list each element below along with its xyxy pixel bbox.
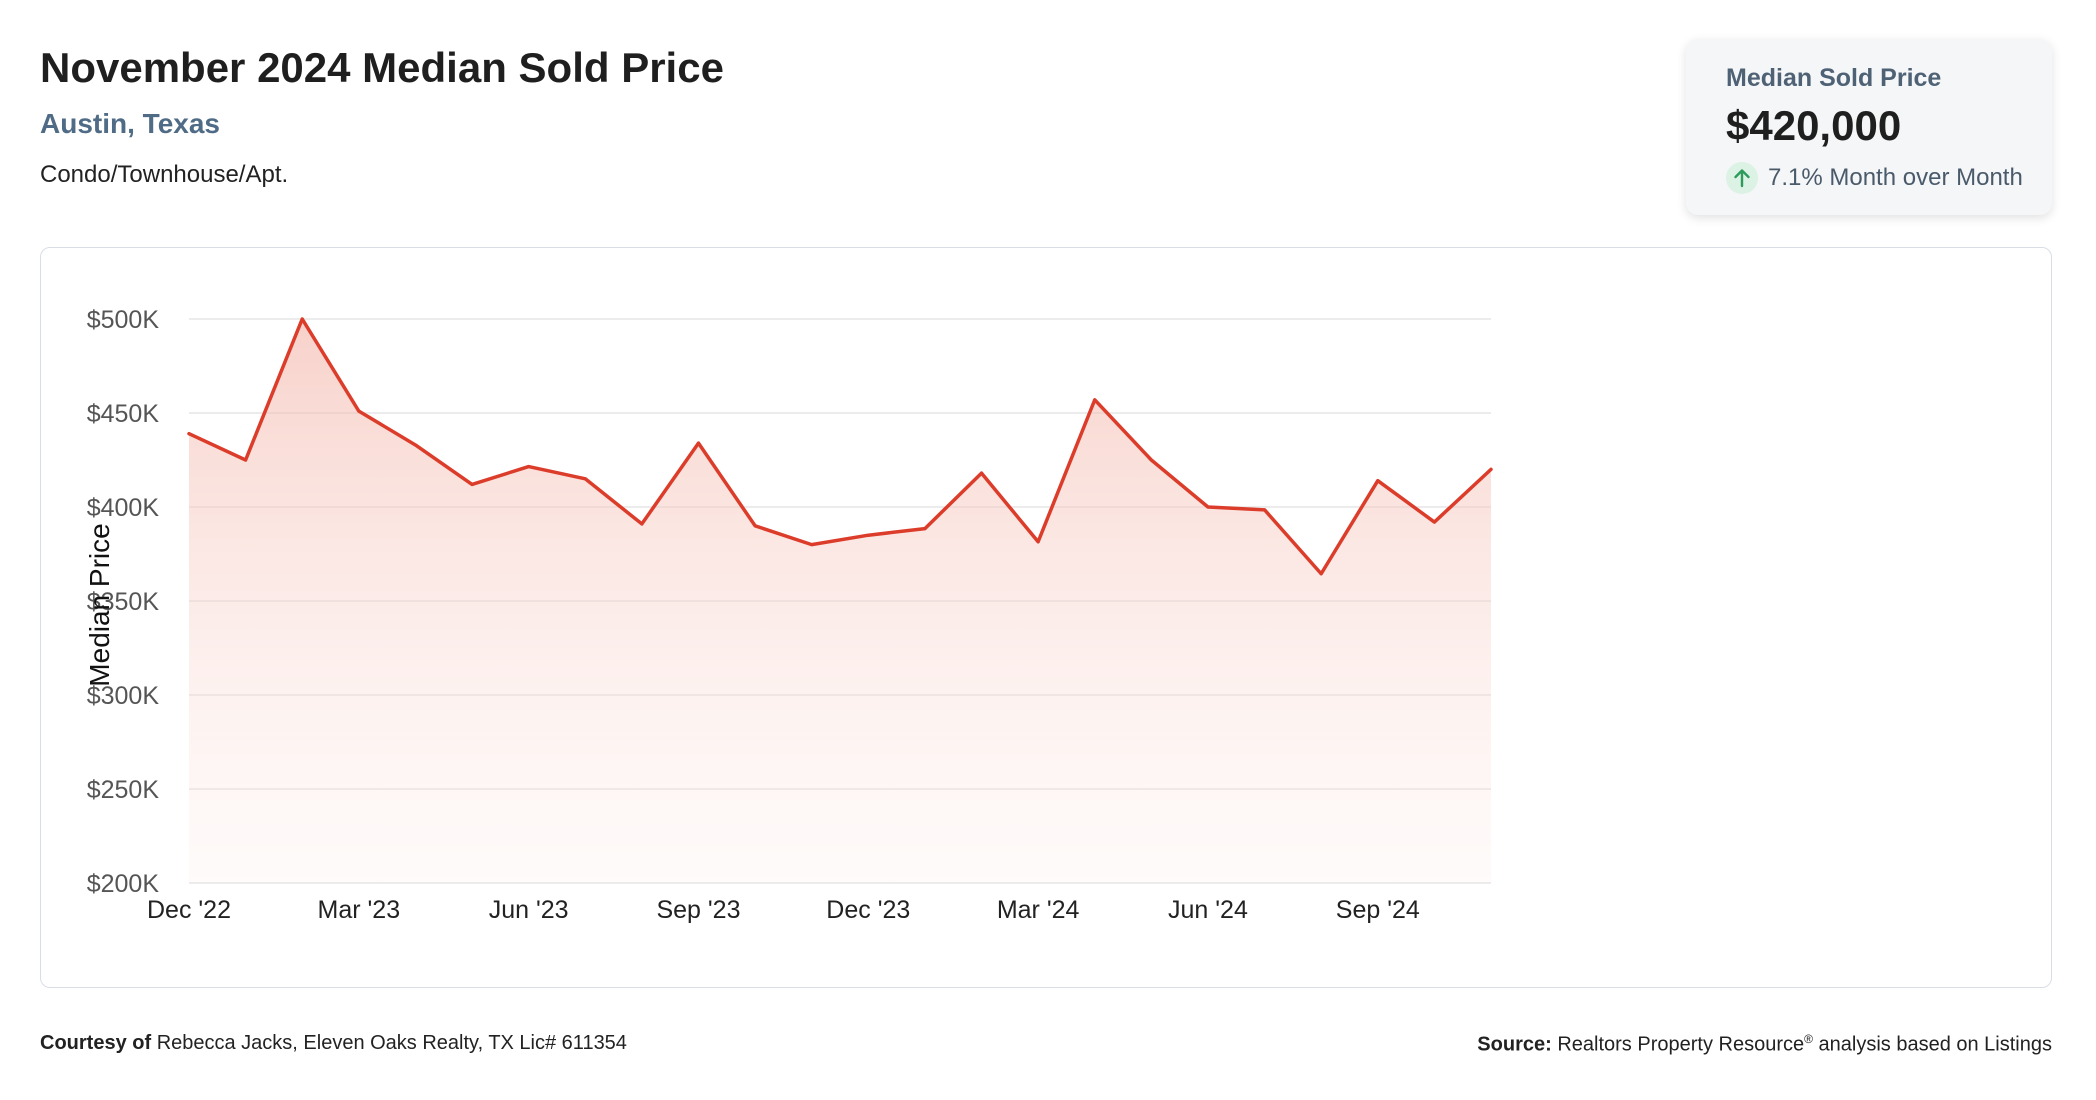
data-point[interactable] bbox=[527, 465, 531, 469]
median-price-stat-card: Median Sold Price $420,000 7.1% Month ov… bbox=[1686, 39, 2052, 215]
data-point[interactable] bbox=[1489, 467, 1493, 471]
stat-card-change: 7.1% Month over Month bbox=[1726, 161, 2023, 195]
data-point[interactable] bbox=[1432, 520, 1436, 524]
data-point[interactable] bbox=[357, 409, 361, 413]
data-point[interactable] bbox=[640, 522, 644, 526]
data-point[interactable] bbox=[1149, 458, 1153, 462]
arrow-up-icon bbox=[1726, 162, 1758, 194]
property-type-label: Condo/Townhouse/Apt. bbox=[40, 161, 289, 188]
data-point[interactable] bbox=[583, 477, 587, 481]
y-tick-label: $250K bbox=[87, 776, 160, 804]
registered-mark: ® bbox=[1804, 1032, 1813, 1046]
data-point[interactable] bbox=[866, 533, 870, 537]
chart-container: $200K $250K $300K $350K $400K $450K $500K Dec … bbox=[40, 247, 2052, 988]
y-tick-label: $200K bbox=[87, 870, 160, 898]
data-point[interactable] bbox=[1319, 572, 1323, 576]
y-tick-label: $400K bbox=[87, 494, 160, 522]
data-point[interactable] bbox=[1036, 540, 1040, 544]
source-label: Source: bbox=[1477, 1033, 1552, 1056]
x-tick-label: Jun '24 bbox=[1168, 896, 1248, 924]
location-subtitle: Austin, Texas bbox=[40, 108, 220, 139]
data-point[interactable] bbox=[244, 458, 248, 462]
x-tick-label: Sep '23 bbox=[656, 896, 740, 924]
data-point[interactable] bbox=[1263, 508, 1267, 512]
data-point[interactable] bbox=[923, 527, 927, 531]
data-point[interactable] bbox=[187, 432, 191, 436]
data-point[interactable] bbox=[1206, 505, 1210, 509]
data-point[interactable] bbox=[470, 482, 474, 486]
x-tick-label: Dec '22 bbox=[147, 896, 231, 924]
courtesy-text: Rebecca Jacks, Eleven Oaks Realty, TX Li… bbox=[156, 1032, 627, 1054]
series-area-fill bbox=[189, 319, 1491, 883]
x-tick-label: Dec '23 bbox=[826, 896, 910, 924]
stat-card-value: $420,000 bbox=[1726, 102, 1902, 149]
data-point[interactable] bbox=[753, 524, 757, 528]
stat-card-label: Median Sold Price bbox=[1726, 64, 1942, 92]
x-tick-label: Mar '24 bbox=[997, 896, 1080, 924]
median-price-chart: $200K $250K $300K $350K $400K $450K $500K Dec … bbox=[84, 306, 1493, 924]
x-tick-label: Jun '23 bbox=[489, 896, 569, 924]
data-point[interactable] bbox=[300, 317, 304, 321]
y-tick-label: $450K bbox=[87, 400, 160, 428]
data-point[interactable] bbox=[1093, 398, 1097, 402]
courtesy-footer: Courtesy of Rebecca Jacks, Eleven Oaks R… bbox=[40, 1032, 627, 1055]
data-point[interactable] bbox=[810, 543, 814, 547]
x-tick-label: Mar '23 bbox=[318, 896, 401, 924]
y-axis-label: Median Price bbox=[84, 523, 115, 686]
courtesy-label: Courtesy of bbox=[40, 1032, 152, 1054]
data-point[interactable] bbox=[980, 471, 984, 475]
y-tick-label: $300K bbox=[87, 682, 160, 710]
page-title: November 2024 Median Sold Price bbox=[40, 44, 724, 91]
stat-card-change-text: 7.1% Month over Month bbox=[1768, 164, 2023, 191]
series-line bbox=[187, 317, 1493, 576]
y-tick-label: $500K bbox=[87, 306, 160, 334]
data-point[interactable] bbox=[696, 441, 700, 445]
x-tick-label: Sep '24 bbox=[1336, 896, 1420, 924]
source-text: Realtors Property Resource bbox=[1557, 1033, 1805, 1056]
data-point[interactable] bbox=[413, 443, 417, 447]
source-text-tail: analysis based on Listings bbox=[1818, 1033, 2052, 1056]
y-tick-label: $350K bbox=[87, 588, 160, 616]
source-footer: Source: Realtors Property Resource® anal… bbox=[1477, 1032, 2052, 1057]
data-point[interactable] bbox=[1376, 479, 1380, 483]
